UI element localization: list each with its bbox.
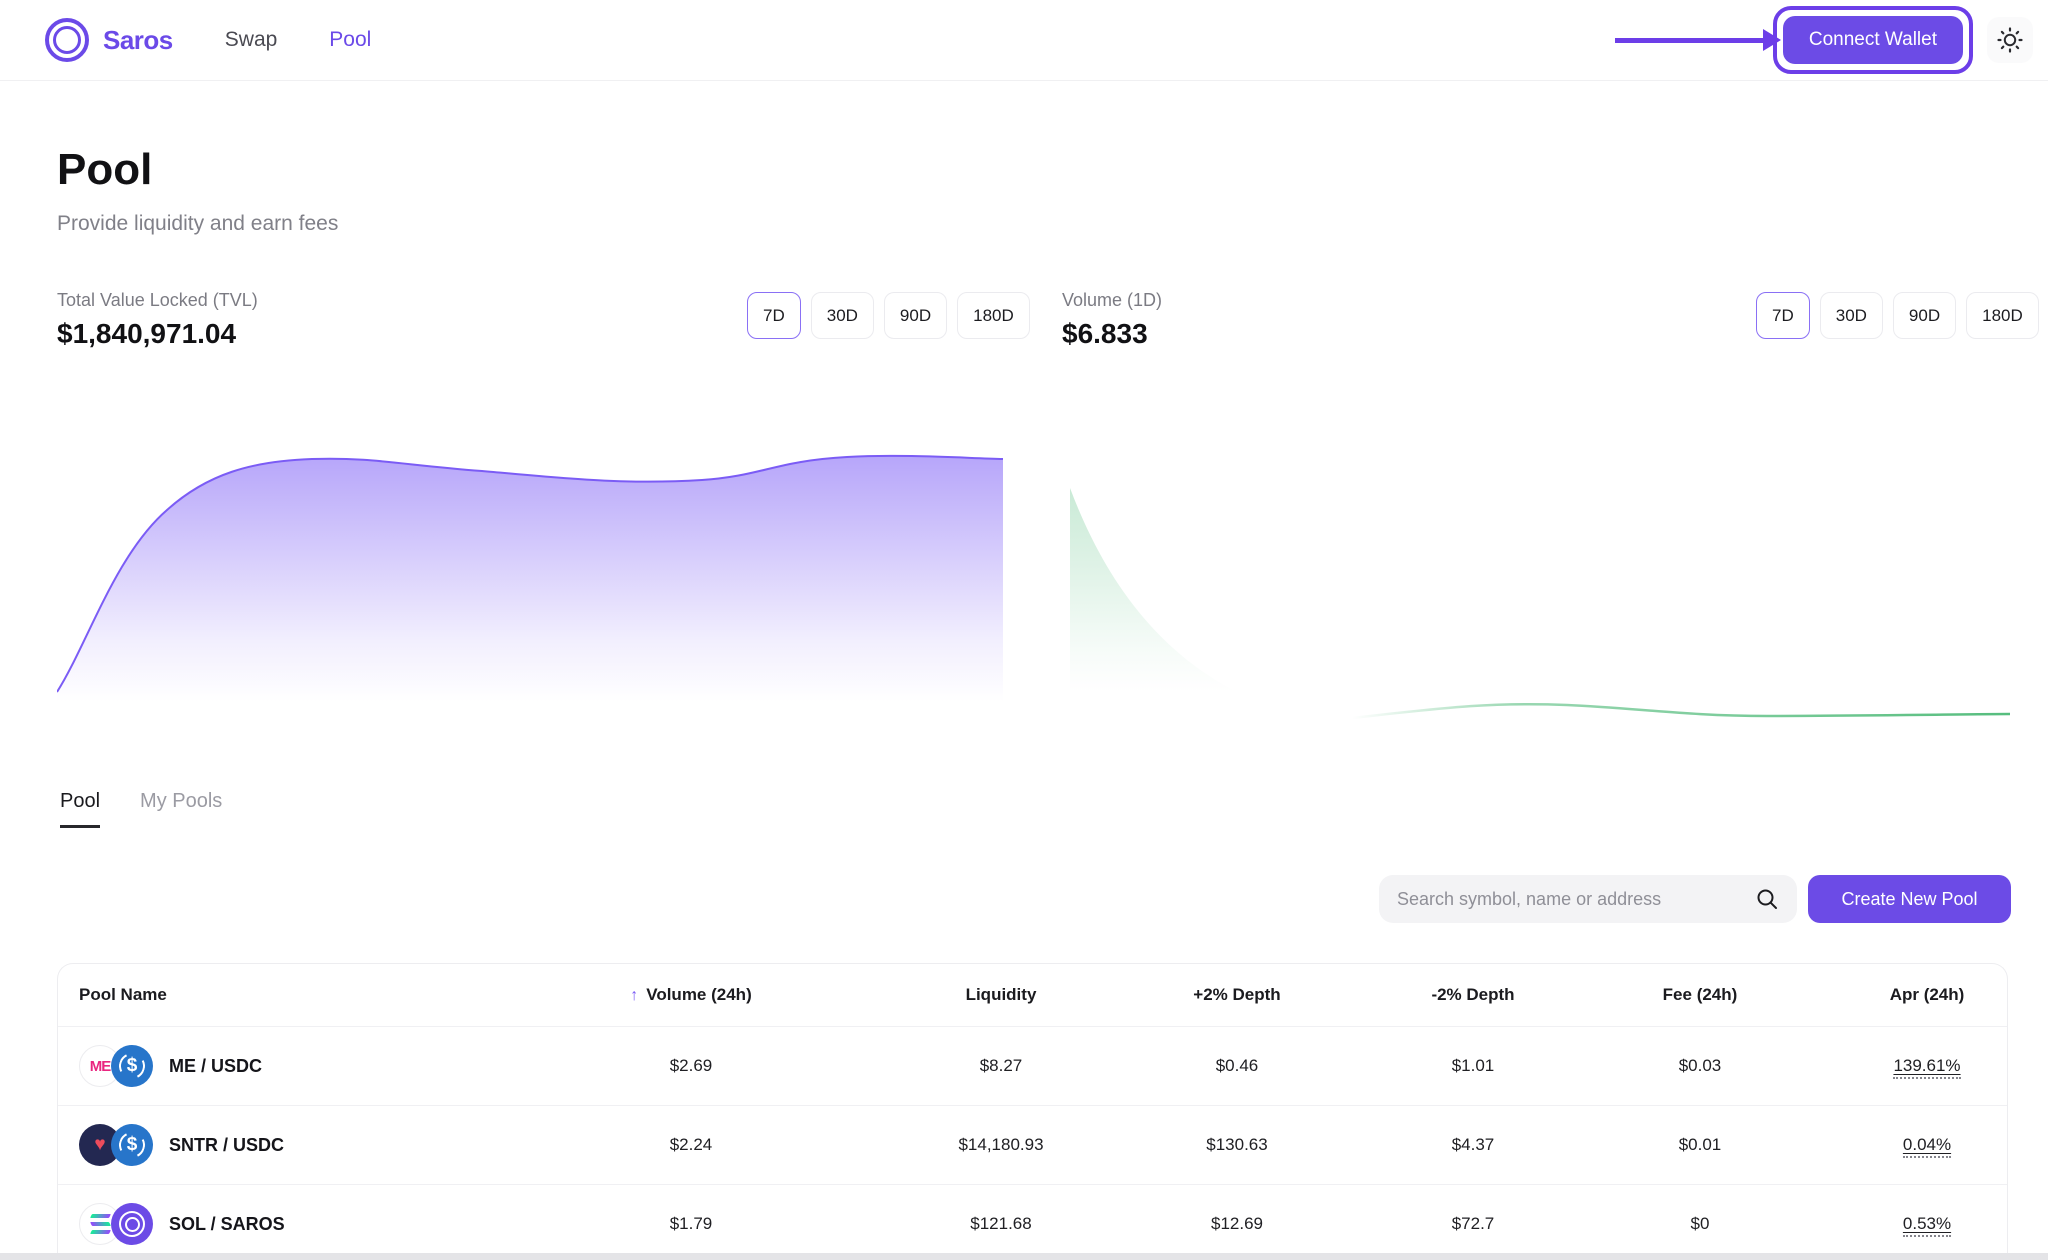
table-row[interactable]: SOL / SAROS $1.79 $121.68 $12.69 $72.7 $… — [58, 1184, 2007, 1260]
apr-cell[interactable]: 0.53% — [1902, 1214, 1952, 1237]
tvl-range-selector: 7D 30D 90D 180D — [747, 292, 1030, 339]
search-input[interactable] — [1397, 888, 1755, 910]
usdc-token-icon: $ — [111, 1045, 153, 1087]
fee-cell: $0.03 — [1678, 1056, 1722, 1075]
column-pool-name[interactable]: Pool Name — [79, 985, 167, 1004]
page-title: Pool — [57, 145, 153, 194]
column-apr[interactable]: Apr (24h) — [1889, 985, 1965, 1004]
nav-right-cluster: Connect Wallet — [1614, 6, 2033, 74]
tvl-stat: Total Value Locked (TVL) $1,840,971.04 — [57, 290, 258, 350]
search-icon[interactable] — [1755, 887, 1779, 911]
volume-stat: Volume (1D) $6.833 — [1062, 290, 1162, 350]
liquidity-cell: $121.68 — [970, 1214, 1032, 1233]
apr-cell[interactable]: 0.04% — [1902, 1135, 1952, 1158]
column-volume[interactable]: ↑ Volume (24h) — [461, 985, 921, 1005]
pool-pair-name: SOL / SAROS — [169, 1213, 285, 1234]
saros-logo-inner-ring — [53, 26, 81, 54]
create-new-pool-button[interactable]: Create New Pool — [1808, 875, 2011, 923]
tvl-range-90d[interactable]: 90D — [883, 292, 948, 339]
brand-name: Saros — [103, 24, 173, 55]
column-volume-label: Volume (24h) — [646, 985, 752, 1004]
volume-range-180d[interactable]: 180D — [1966, 292, 2039, 339]
pool-tabs: Pool My Pools — [60, 790, 222, 828]
tvl-range-180d[interactable]: 180D — [957, 292, 1030, 339]
depth-minus-cell: $72.7 — [1451, 1214, 1495, 1233]
column-depth-minus[interactable]: -2% Depth — [1431, 985, 1515, 1004]
tvl-label: Total Value Locked (TVL) — [57, 290, 258, 310]
page-subtitle: Provide liquidity and earn fees — [57, 212, 339, 235]
viewport-bottom-strip — [0, 1253, 2048, 1260]
volume-cell: $2.24 — [669, 1135, 713, 1154]
tab-pool[interactable]: Pool — [60, 790, 101, 828]
fee-cell: $0 — [1690, 1214, 1710, 1233]
volume-range-selector: 7D 30D 90D 180D — [1756, 292, 2039, 339]
usdc-token-icon: $ — [111, 1124, 153, 1166]
depth-minus-cell: $1.01 — [1451, 1056, 1495, 1075]
tab-my-pools[interactable]: My Pools — [140, 790, 223, 812]
volume-area-chart[interactable] — [1062, 440, 2010, 722]
volume-cell: $2.69 — [669, 1056, 713, 1075]
column-depth-plus[interactable]: +2% Depth — [1193, 985, 1281, 1004]
pools-table: Pool Name ↑ Volume (24h) Liquidity +2% De… — [57, 963, 2008, 1260]
table-row[interactable]: ♥ $ SNTR / USDC $2.24 $14,180.93 $130.63… — [58, 1105, 2007, 1184]
column-fee[interactable]: Fee (24h) — [1662, 985, 1738, 1004]
column-liquidity[interactable]: Liquidity — [965, 985, 1037, 1004]
table-header-row: Pool Name ↑ Volume (24h) Liquidity +2% De… — [58, 964, 2007, 1026]
annotation-highlight-ring: Connect Wallet — [1772, 6, 1973, 74]
volume-value: $6.833 — [1062, 318, 1148, 349]
depth-plus-cell: $130.63 — [1206, 1135, 1268, 1154]
depth-minus-cell: $4.37 — [1451, 1135, 1495, 1154]
table-row[interactable]: ME $ ME / USDC $2.69 $8.27 $0.46 $1.01 $… — [58, 1026, 2007, 1105]
top-navigation: Saros Swap Pool Connect Wallet — [0, 0, 2048, 81]
liquidity-cell: $8.27 — [979, 1056, 1023, 1075]
sun-icon — [1997, 27, 2023, 53]
tvl-range-30d[interactable]: 30D — [810, 292, 874, 339]
nav-link-swap[interactable]: Swap — [224, 28, 278, 51]
saros-token-icon — [111, 1203, 153, 1245]
volume-range-30d[interactable]: 30D — [1819, 292, 1883, 339]
annotation-arrow — [1614, 28, 1781, 51]
volume-range-90d[interactable]: 90D — [1892, 292, 1957, 339]
pool-pair-name: ME / USDC — [169, 1055, 263, 1076]
nav-link-pool[interactable]: Pool — [329, 28, 372, 51]
tvl-area-chart[interactable] — [57, 440, 1003, 702]
depth-plus-cell: $0.46 — [1215, 1056, 1259, 1075]
tvl-value: $1,840,971.04 — [57, 318, 237, 349]
connect-wallet-button[interactable]: Connect Wallet — [1782, 16, 1963, 64]
tvl-range-7d[interactable]: 7D — [747, 292, 801, 339]
theme-toggle-button[interactable] — [1987, 17, 2033, 63]
pool-search-box — [1379, 875, 1797, 923]
liquidity-cell: $14,180.93 — [958, 1135, 1044, 1154]
depth-plus-cell: $12.69 — [1211, 1214, 1263, 1233]
fee-cell: $0.01 — [1678, 1135, 1722, 1154]
pool-pair-name: SNTR / USDC — [169, 1134, 285, 1155]
volume-label: Volume (1D) — [1062, 290, 1163, 310]
sort-arrow-icon[interactable]: ↑ — [630, 987, 639, 1004]
volume-range-7d[interactable]: 7D — [1756, 292, 1810, 339]
saros-logo-icon[interactable] — [45, 18, 89, 62]
apr-cell[interactable]: 139.61% — [1893, 1056, 1961, 1079]
volume-cell: $1.79 — [669, 1214, 713, 1233]
